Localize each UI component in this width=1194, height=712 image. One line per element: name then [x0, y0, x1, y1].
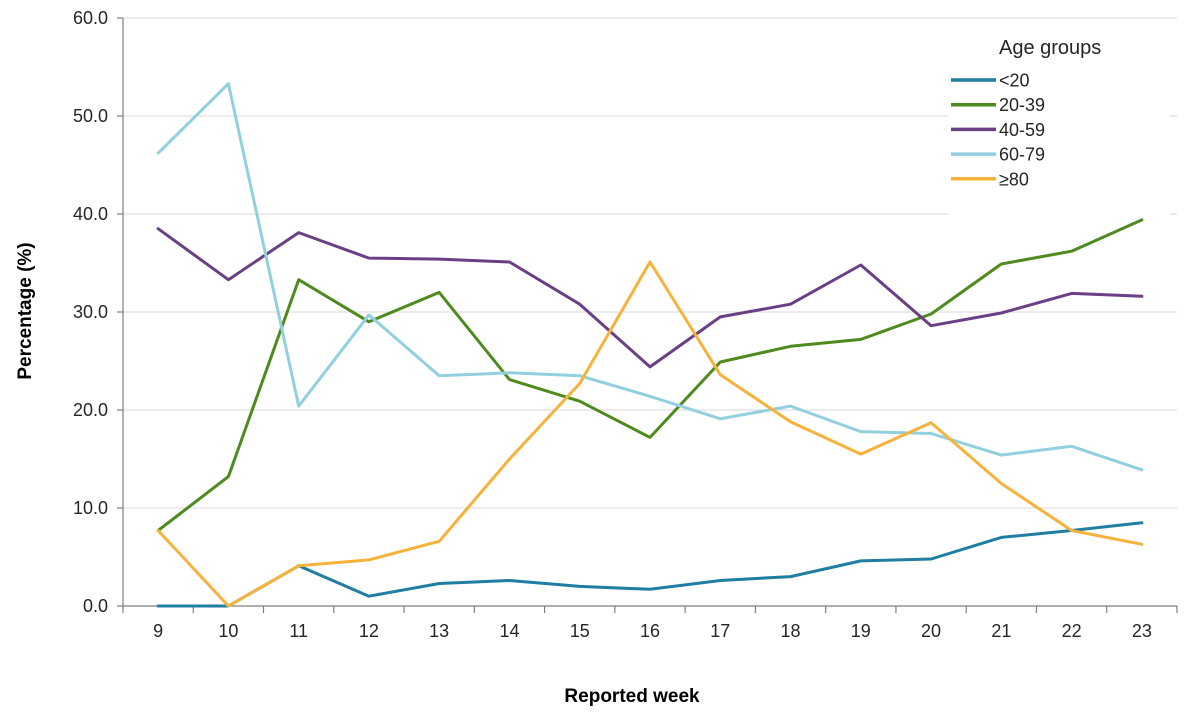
x-tick-label: 19: [851, 621, 871, 641]
y-tick-label: 40.0: [73, 204, 108, 224]
x-tick-label: 21: [991, 621, 1011, 641]
x-axis-title: Reported week: [564, 686, 700, 707]
axes: 0.0 10.0 20.0 30.0 40.0 50.0 60.0 9 10 11 12 13 14 15…: [73, 8, 1178, 641]
y-axis-title: Percentage (%): [15, 242, 36, 379]
series-line-4: [156, 260, 1144, 608]
series-lines: [156, 82, 1144, 608]
y-tick-label: 30.0: [73, 302, 108, 322]
x-tick-label: 9: [153, 621, 163, 641]
x-tick-label: 13: [429, 621, 449, 641]
x-tick-label: 23: [1132, 621, 1152, 641]
series-line-3: [156, 82, 1144, 472]
legend-label: 60-79: [999, 145, 1045, 165]
legend: Age groups <20 20-39 40-59 60-79 ≥80: [948, 20, 1170, 215]
x-tick-label: 12: [359, 621, 379, 641]
x-tick-label: 16: [640, 621, 660, 641]
y-tick-label: 20.0: [73, 400, 108, 420]
legend-label: 20-39: [999, 95, 1045, 115]
legend-title: Age groups: [999, 37, 1101, 59]
y-tick-label: 10.0: [73, 498, 108, 518]
series-line-0: [156, 521, 1144, 608]
legend-label: 40-59: [999, 120, 1045, 140]
x-tick-label: 22: [1062, 621, 1082, 641]
x-tick-label: 14: [499, 621, 519, 641]
gridlines: [123, 17, 1177, 509]
x-tick-label: 17: [710, 621, 730, 641]
legend-background: [948, 20, 1170, 215]
y-tick-label: 60.0: [73, 8, 108, 28]
x-tick-label: 11: [289, 621, 308, 641]
series-line-1: [156, 218, 1144, 532]
series-line-2: [156, 227, 1144, 369]
y-tick-label: 0.0: [83, 596, 108, 616]
x-tick-label: 15: [570, 621, 590, 641]
legend-label: <20: [999, 71, 1030, 91]
y-tick-label: 50.0: [73, 106, 108, 126]
legend-label: ≥80: [999, 169, 1029, 189]
x-tick-label: 10: [218, 621, 238, 641]
x-tick-label: 20: [921, 621, 941, 641]
x-tick-label: 18: [781, 621, 801, 641]
